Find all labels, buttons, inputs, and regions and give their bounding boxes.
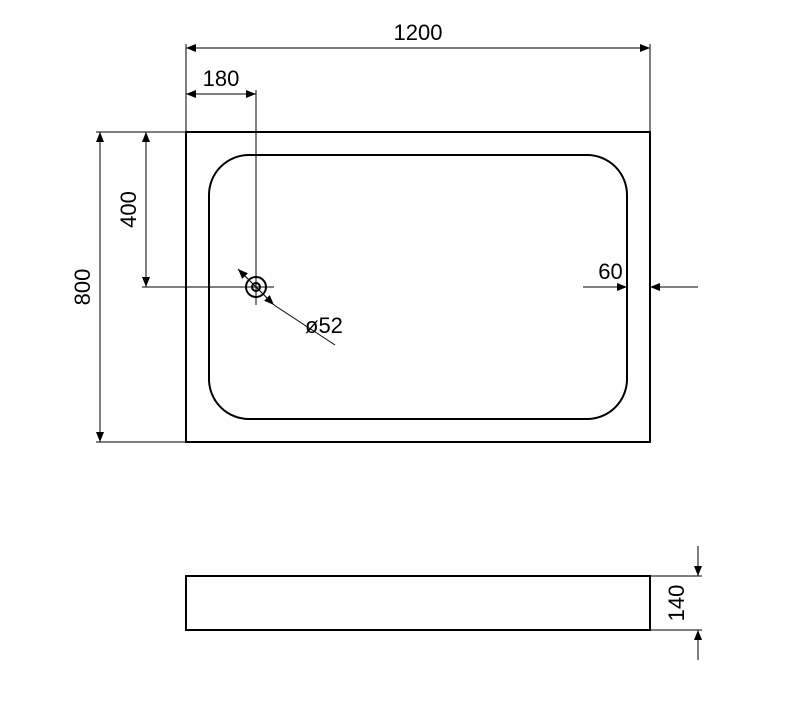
svg-text:1200: 1200 [394, 20, 443, 45]
side-view-rect [186, 576, 650, 630]
svg-text:800: 800 [70, 269, 95, 306]
dim-diameter-label: ø52 [305, 313, 343, 338]
svg-text:400: 400 [116, 191, 141, 228]
engineering-drawing: 1200 180 800 400 60 ø52 140 [0, 0, 804, 706]
svg-text:180: 180 [203, 66, 240, 91]
dim-140-label: 140 [664, 585, 689, 622]
dim-60-label: 60 [598, 259, 622, 284]
